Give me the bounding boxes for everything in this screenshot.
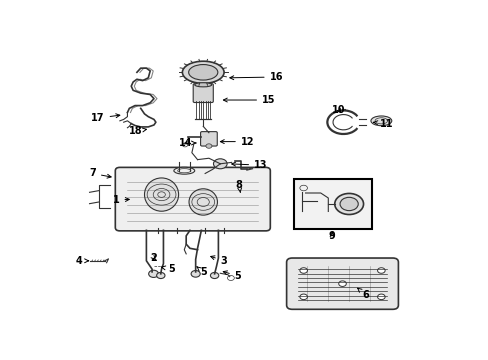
Bar <box>294 179 371 229</box>
FancyBboxPatch shape <box>193 84 213 103</box>
Circle shape <box>148 270 158 278</box>
Circle shape <box>339 197 358 211</box>
Text: 5: 5 <box>197 267 206 277</box>
Ellipse shape <box>188 64 217 80</box>
Circle shape <box>191 270 200 277</box>
Ellipse shape <box>144 178 178 211</box>
FancyBboxPatch shape <box>200 132 217 146</box>
Text: 5: 5 <box>161 264 174 274</box>
Circle shape <box>299 268 307 273</box>
Text: 8: 8 <box>235 180 242 192</box>
Ellipse shape <box>189 189 217 215</box>
Circle shape <box>210 273 218 279</box>
Circle shape <box>156 273 164 279</box>
Circle shape <box>338 281 346 287</box>
Text: 12: 12 <box>220 136 254 147</box>
FancyBboxPatch shape <box>286 258 398 309</box>
Ellipse shape <box>370 116 391 126</box>
Circle shape <box>299 294 307 300</box>
Ellipse shape <box>194 83 211 87</box>
Ellipse shape <box>182 61 224 84</box>
Circle shape <box>213 159 226 169</box>
Circle shape <box>334 193 363 215</box>
Text: 9: 9 <box>328 231 335 241</box>
Ellipse shape <box>174 167 194 174</box>
Text: 5: 5 <box>223 271 241 281</box>
Text: 4: 4 <box>76 256 88 266</box>
Circle shape <box>377 294 385 300</box>
Text: 7: 7 <box>89 168 111 179</box>
FancyBboxPatch shape <box>115 167 270 231</box>
Text: 10: 10 <box>331 105 345 115</box>
Text: 2: 2 <box>150 253 157 263</box>
Text: 18: 18 <box>129 126 146 136</box>
Text: 14: 14 <box>179 138 195 148</box>
Text: 17: 17 <box>91 113 120 123</box>
Text: 13: 13 <box>231 160 267 170</box>
Text: 16: 16 <box>229 72 283 82</box>
Text: 6: 6 <box>357 288 369 301</box>
Text: 15: 15 <box>223 95 275 105</box>
Circle shape <box>377 268 385 273</box>
Text: 3: 3 <box>210 256 227 266</box>
Text: 11: 11 <box>373 118 392 129</box>
Circle shape <box>205 144 211 148</box>
Text: 1: 1 <box>112 195 129 205</box>
